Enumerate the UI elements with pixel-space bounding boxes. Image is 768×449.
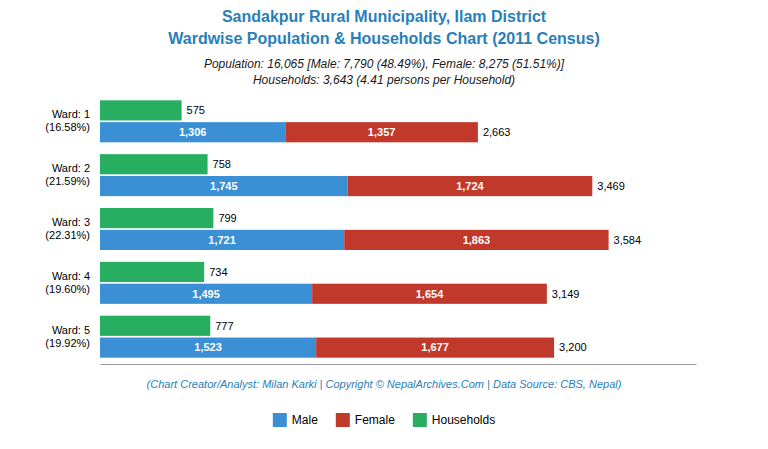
y-tick-label: Ward: 5(19.92%) bbox=[45, 324, 90, 349]
data-label: 1,654 bbox=[416, 288, 444, 300]
legend-swatch bbox=[413, 413, 427, 427]
y-tick-label: Ward: 3(22.31%) bbox=[45, 216, 90, 241]
legend-swatch bbox=[336, 413, 350, 427]
data-label: 575 bbox=[187, 104, 205, 116]
title: Sandakpur Rural Municipality, Ilam Distr… bbox=[222, 8, 547, 25]
total-label: 3,149 bbox=[552, 288, 580, 300]
data-label: 1,495 bbox=[192, 288, 220, 300]
x-axis bbox=[101, 364, 697, 365]
data-labels: 575 1,306 1,357 2,663 758 1,745 1,724 3,469 799 1… bbox=[179, 104, 641, 353]
y-tick-label: Ward: 1(16.58%) bbox=[45, 108, 90, 133]
bar-segment bbox=[100, 338, 316, 358]
total-label: 2,663 bbox=[483, 126, 511, 138]
legend-label: Households bbox=[432, 413, 495, 427]
bar-segment bbox=[100, 176, 348, 196]
data-label: 734 bbox=[209, 266, 227, 278]
data-label: 1,724 bbox=[456, 180, 484, 192]
bar-segment bbox=[100, 284, 312, 304]
x-axis-line bbox=[101, 364, 697, 365]
legend: Male Female Households bbox=[273, 413, 495, 427]
bar bbox=[100, 262, 204, 282]
data-label: 758 bbox=[213, 158, 231, 170]
legend-label: Female bbox=[355, 413, 395, 427]
chart: Sandakpur Rural Municipality, Ilam Distr… bbox=[0, 0, 768, 449]
bar bbox=[100, 154, 208, 174]
data-label: 799 bbox=[218, 212, 236, 224]
y-tick: Ward: 2(21.59%) bbox=[45, 162, 94, 187]
legend-swatch bbox=[273, 413, 287, 427]
data-label: 777 bbox=[215, 320, 233, 332]
bar-segment bbox=[100, 230, 344, 250]
data-label: 1,523 bbox=[194, 341, 222, 353]
bar-segment bbox=[312, 284, 547, 304]
y-tick-label: Ward: 4(19.60%) bbox=[45, 270, 90, 295]
legend-item: Female bbox=[336, 413, 395, 427]
y-tick-label: Ward: 2(21.59%) bbox=[45, 162, 90, 187]
bar bbox=[100, 316, 210, 336]
legend-item: Male bbox=[273, 413, 318, 427]
total-label: 3,584 bbox=[614, 234, 642, 246]
y-tick: Ward: 1(16.58%) bbox=[45, 108, 94, 133]
data-label: 1,721 bbox=[208, 234, 236, 246]
footer: (Chart Creator/Analyst: Milan Karki | Co… bbox=[147, 378, 622, 390]
y-tick: Ward: 3(22.31%) bbox=[45, 216, 94, 241]
legend-label: Male bbox=[292, 413, 318, 427]
data-label: 1,357 bbox=[368, 126, 396, 138]
bar bbox=[100, 208, 213, 228]
data-label: 1,745 bbox=[210, 180, 238, 192]
subtitle: Population: 16,065 [Male: 7,790 (48.49%)… bbox=[204, 57, 565, 71]
data-label: 1,863 bbox=[463, 234, 491, 246]
y-tick: Ward: 4(19.60%) bbox=[45, 270, 94, 295]
y-tick: Ward: 5(19.92%) bbox=[45, 324, 94, 349]
bar-segment bbox=[100, 122, 285, 142]
total-label: 3,200 bbox=[559, 341, 587, 353]
bar-segment bbox=[348, 176, 593, 196]
bars bbox=[100, 100, 609, 357]
total-label: 3,469 bbox=[597, 180, 625, 192]
subtitle: Households: 3,643 (4.41 persons per Hous… bbox=[253, 73, 515, 87]
bar-segment bbox=[316, 338, 554, 358]
bar bbox=[100, 100, 182, 120]
data-label: 1,306 bbox=[179, 126, 207, 138]
bar-segment bbox=[285, 122, 478, 142]
y-axis: Ward: 1(16.58%) Ward: 2(21.59%) Ward: 3(22… bbox=[45, 108, 94, 349]
title: Wardwise Population & Households Chart (… bbox=[168, 30, 599, 47]
bar-segment bbox=[344, 230, 608, 250]
data-label: 1,677 bbox=[421, 341, 449, 353]
legend-item: Households bbox=[413, 413, 495, 427]
